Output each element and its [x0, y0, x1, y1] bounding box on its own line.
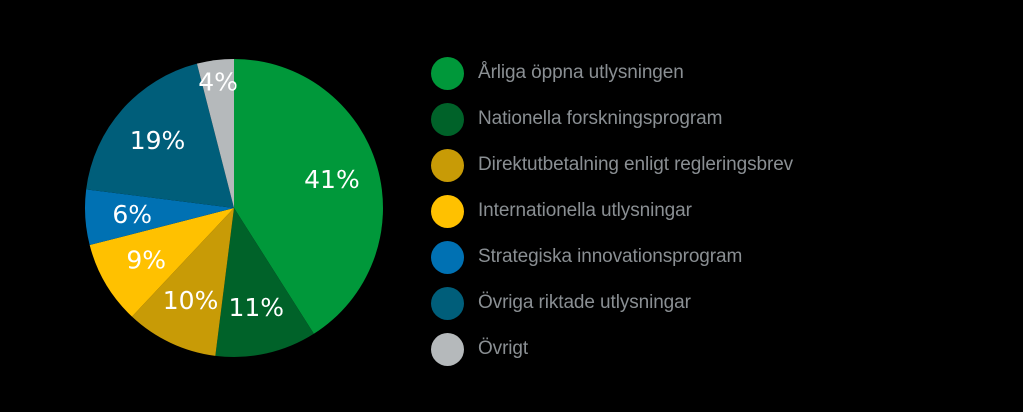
legend-item: Årliga öppna utlysningen: [431, 50, 793, 96]
slice-value-label: 19%: [130, 126, 186, 155]
pie-slice: [196, 59, 234, 208]
legend-label: Årliga öppna utlysningen: [478, 62, 684, 83]
legend-label: Nationella forskningsprogram: [478, 108, 723, 129]
slice-value-label: 41%: [304, 165, 360, 194]
legend-item: Övriga riktade utlysningar: [431, 280, 793, 326]
slice-value-label: 11%: [228, 293, 284, 322]
slice-value-label: 6%: [112, 200, 152, 229]
legend-label: Direktutbetalning enligt regleringsbrev: [478, 154, 794, 175]
slice-value-label: 9%: [126, 245, 166, 274]
legend-item: Internationella utlysningar: [431, 188, 793, 234]
legend-swatch: [431, 332, 464, 366]
slice-value-label: 10%: [163, 286, 219, 315]
legend-label: Strategiska innovationsprogram: [478, 246, 743, 267]
legend-label: Internationella utlysningar: [478, 200, 692, 221]
legend-item: Direktutbetalning enligt regleringsbrev: [431, 142, 793, 188]
legend-item: Strategiska innovationsprogram: [431, 234, 793, 280]
chart-legend: Årliga öppna utlysningen Nationella forsk…: [431, 50, 793, 372]
legend-swatch: [431, 286, 464, 320]
pie-chart: 41% 11% 10% 9% 6% 19% 4%: [84, 59, 383, 358]
legend-label: Övrigt: [478, 338, 529, 359]
pie-slice: [86, 63, 234, 209]
legend-swatch: [431, 240, 464, 274]
legend-swatch: [431, 194, 464, 228]
pie-slice: [215, 208, 314, 358]
pie-slice: [84, 189, 235, 246]
legend-item: Nationella forskningsprogram: [431, 96, 793, 142]
pie-slice: [234, 59, 383, 334]
legend-swatch: [431, 148, 464, 182]
slice-value-label: 4%: [198, 68, 238, 97]
legend-item: Övrigt: [431, 326, 793, 372]
legend-swatch: [431, 102, 464, 136]
legend-label: Övriga riktade utlysningar: [478, 292, 691, 313]
pie-slice: [132, 208, 234, 356]
legend-swatch: [431, 56, 464, 90]
pie-slice: [89, 208, 235, 317]
